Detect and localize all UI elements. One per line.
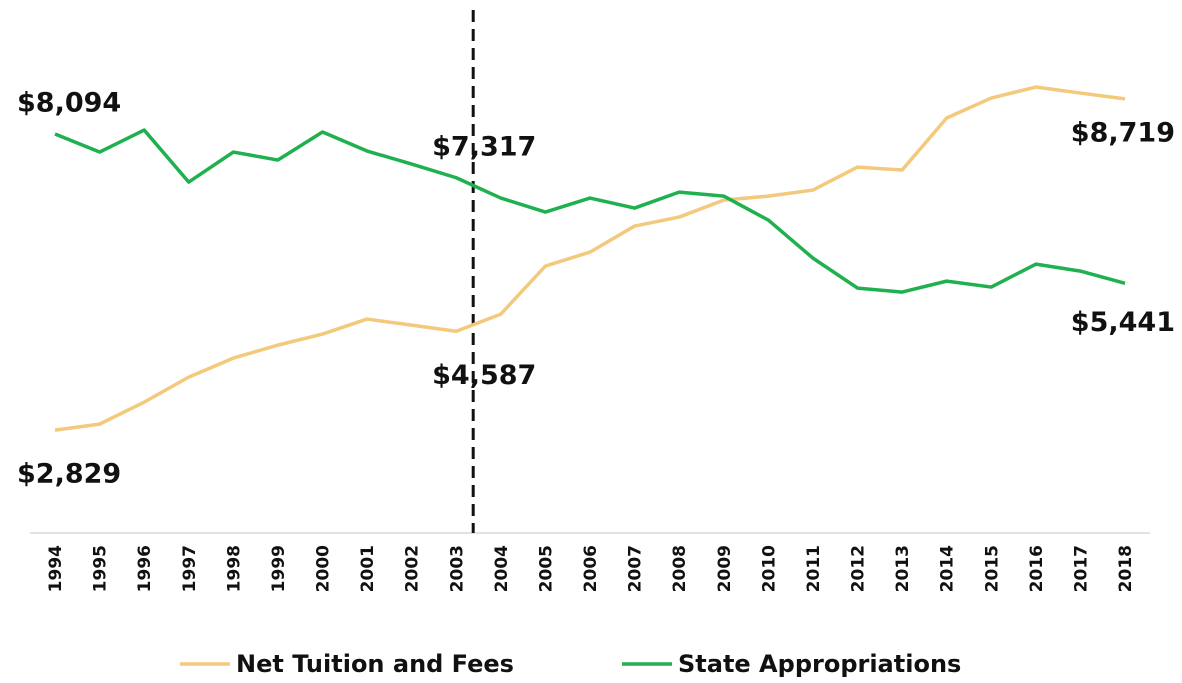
x-tick-label: 1994 <box>46 545 66 592</box>
x-tick-label: 2016 <box>1027 545 1047 592</box>
legend-label: Net Tuition and Fees <box>236 650 514 678</box>
x-tick-label: 2008 <box>670 545 690 592</box>
line <box>54 85 1126 432</box>
value-label: $4,587 <box>432 360 536 391</box>
x-tick-label: 2009 <box>715 545 735 592</box>
x-tick-label: 1997 <box>180 545 200 592</box>
x-tick-label: 2005 <box>536 545 556 592</box>
line <box>54 128 1126 294</box>
x-tick-label: 2006 <box>581 545 601 592</box>
x-tick-label: 2010 <box>759 545 779 592</box>
x-tick-label: 1995 <box>91 545 111 592</box>
x-tick-label: 2018 <box>1116 545 1136 592</box>
x-tick-label: 2015 <box>982 545 1002 592</box>
x-tick-label: 2012 <box>849 545 869 592</box>
x-tick-label: 2014 <box>938 545 958 592</box>
x-tick-label: 2002 <box>403 545 423 592</box>
x-tick-label: 2011 <box>804 545 824 592</box>
x-tick-label: 2013 <box>893 545 913 592</box>
x-tick-label: 1998 <box>224 545 244 592</box>
value-label: $8,094 <box>17 88 121 119</box>
x-tick-label: 2003 <box>447 545 467 592</box>
x-tick-label: 1996 <box>135 545 155 592</box>
x-tick-label: 2007 <box>626 545 646 592</box>
value-label: $2,829 <box>17 459 121 490</box>
value-label: $5,441 <box>1071 307 1175 338</box>
x-tick-label: 2000 <box>314 545 334 592</box>
x-tick-label: 2017 <box>1071 545 1091 592</box>
legend-label: State Appropriations <box>678 650 961 678</box>
x-tick-label: 2004 <box>492 545 512 592</box>
x-tick-label: 1999 <box>269 545 289 592</box>
x-tick-label: 2001 <box>358 545 378 592</box>
value-label: $8,719 <box>1071 117 1175 148</box>
value-label: $7,317 <box>432 131 536 162</box>
